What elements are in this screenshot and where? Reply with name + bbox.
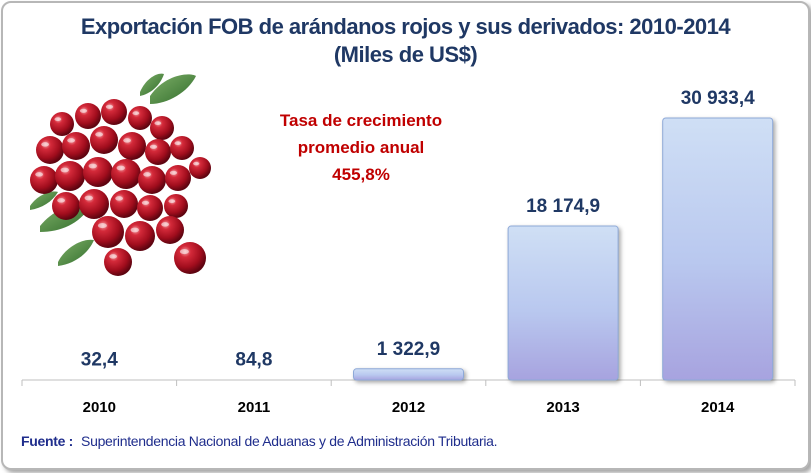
leaf-shape — [30, 191, 58, 210]
berry-shape — [36, 136, 64, 164]
berry-highlight — [143, 172, 152, 177]
berry-shape — [62, 132, 90, 160]
chart-title-main: Exportación FOB de arándanos rojos y sus… — [80, 14, 731, 39]
berry-shape — [92, 216, 124, 248]
berry-shape — [125, 221, 155, 251]
berry-shape — [50, 112, 74, 136]
leaf-shape — [150, 74, 196, 104]
data-label-2010: 32,4 — [81, 350, 118, 371]
berry-highlight — [57, 198, 66, 203]
berry-shape — [156, 216, 184, 244]
cranberries-photo — [30, 73, 211, 276]
berry-highlight — [109, 254, 118, 259]
berry-highlight — [54, 117, 62, 122]
berry-highlight — [67, 138, 76, 143]
x-tick-labels: 2010 2011 2012 2013 2014 — [83, 399, 735, 416]
bar-2013 — [507, 225, 619, 381]
berry-shape — [52, 192, 80, 220]
source-note: Fuente : Superintendencia Nacional de Adu… — [21, 433, 498, 449]
berry-highlight — [161, 222, 170, 227]
leaf-shape — [58, 239, 94, 266]
growth-line-1: Tasa de crecimiento — [279, 111, 443, 130]
berry-highlight — [88, 163, 97, 169]
berry-highlight — [123, 138, 132, 143]
berry-shape — [150, 116, 174, 140]
berry-shape — [165, 165, 191, 191]
data-label-2012: 1 322,9 — [377, 339, 440, 360]
chart-subtitle: (Miles de US$) — [333, 42, 478, 67]
berry-shape — [145, 139, 171, 165]
berry-highlight — [95, 132, 104, 137]
berry-shape — [128, 106, 152, 130]
berry-highlight — [97, 223, 107, 229]
x-tick-label-2013: 2013 — [546, 399, 579, 416]
berry-shape — [189, 157, 211, 179]
berry-highlight — [35, 172, 44, 177]
berry-shape — [83, 157, 113, 187]
data-label-2013: 18 174,9 — [526, 196, 600, 217]
data-labels: 32,4 84,8 1 322,9 18 174,9 30 933,4 — [81, 88, 755, 371]
berry-shape — [164, 194, 188, 218]
berry-shape — [138, 166, 166, 194]
growth-annotation: Tasa de crecimiento promedio anual 455,8… — [241, 107, 481, 188]
x-tick-label-2010: 2010 — [83, 399, 116, 416]
berry-highlight — [84, 195, 93, 201]
growth-line-2: promedio anual — [297, 138, 425, 157]
berry-highlight — [169, 170, 178, 175]
source-text: Superintendencia Nacional de Aduanas y d… — [81, 433, 498, 449]
data-label-2014: 30 933,4 — [681, 88, 755, 109]
berry-highlight — [174, 141, 182, 146]
chart-title: Exportación FOB de arándanos rojos y sus… — [3, 13, 808, 69]
bar-2012 — [353, 368, 464, 381]
berry-shape — [170, 136, 194, 160]
berry-highlight — [60, 167, 69, 173]
berry-highlight — [130, 227, 139, 233]
berry-highlight — [116, 165, 125, 171]
berry-highlight — [149, 144, 158, 149]
berry-shape — [75, 103, 101, 129]
source-label: Fuente : — [21, 433, 74, 449]
x-tick-label-2011: 2011 — [238, 399, 271, 416]
leaf-shape — [140, 73, 164, 96]
berry-shape — [174, 242, 206, 274]
berry-shape — [104, 248, 132, 276]
berry-shape — [30, 166, 58, 194]
berry-shape — [137, 195, 163, 221]
berry-highlight — [132, 111, 140, 116]
berry-highlight — [168, 199, 176, 204]
berry-highlight — [141, 200, 150, 205]
x-tick-label-2012: 2012 — [392, 399, 425, 416]
bars — [353, 117, 774, 381]
growth-rate: 455,8% — [332, 165, 390, 184]
berry-highlight — [179, 249, 189, 255]
berry-shape — [111, 159, 141, 189]
data-label-2011: 84,8 — [235, 349, 272, 370]
berry-shape — [101, 99, 127, 125]
bar-2014 — [662, 117, 774, 381]
berry-shape — [110, 190, 138, 218]
berry-highlight — [41, 142, 50, 147]
berry-highlight — [193, 161, 200, 166]
berry-shape — [118, 132, 146, 160]
berry-highlight — [79, 108, 88, 113]
berry-shape — [79, 189, 109, 219]
berry-shape — [55, 161, 85, 191]
x-tick-label-2014: 2014 — [701, 399, 735, 416]
x-axis-ticks — [21, 380, 796, 386]
berry-highlight — [115, 196, 124, 201]
berry-highlight — [105, 104, 114, 109]
berry-shape — [90, 126, 118, 154]
berry-highlight — [154, 121, 162, 126]
